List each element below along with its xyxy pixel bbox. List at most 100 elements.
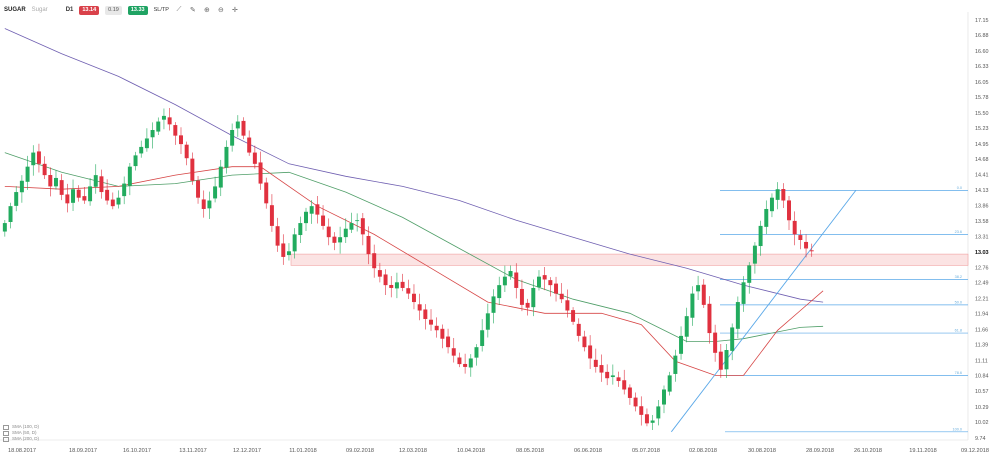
candle-body [536,276,541,288]
candle-body [468,358,473,368]
candle-body [707,303,712,334]
candle-body [144,138,149,149]
legend-row[interactable]: SMA (50, D) [3,430,39,436]
indicator-legend: SMA (100, D) SMA (50, D) SMA (200, D) [3,424,39,442]
candle-body [99,176,104,193]
candle-body [218,166,223,188]
candle-body [207,200,212,209]
price-tick-label: 14.95 [975,142,989,148]
candle-body [542,275,547,280]
zoom-out-icon[interactable]: ⊖ [217,7,224,14]
zoom-in-icon[interactable]: ⊕ [203,7,210,14]
candle-body [224,146,229,168]
candle-body [241,120,246,136]
candle-body [156,121,161,132]
candle-body [88,186,93,202]
price-tick-label: 16.05 [975,80,989,86]
candle-body [201,199,206,209]
price-tick-label: 10.57 [975,389,989,395]
symbol-note: Sugar [31,7,48,13]
candle-body [161,115,166,120]
candle-body [31,152,36,166]
candle-body [338,237,343,243]
time-tick-label: 16.10.2017 [123,448,151,454]
candle-body [457,357,462,365]
price-tick-label: 11.66 [975,327,988,333]
fib-level-label: 0.0 [957,186,962,190]
candle-body [610,375,615,378]
candle-body [110,199,115,207]
candle-body [741,282,746,304]
candle-body [184,144,189,159]
candle-body [14,192,19,206]
candle-body [247,137,252,153]
candle-body [474,347,479,358]
candle-body [622,380,627,390]
sell-price-button[interactable]: 13.14 [79,5,100,15]
candle-body [491,296,496,313]
candle-body [42,163,47,176]
candle-body [531,287,536,308]
candle-body [690,293,695,318]
candle-body [644,414,649,424]
draw-tool-icon[interactable]: ✎ [189,7,196,14]
price-tick-label: 12.76 [975,265,989,271]
candle-body [497,285,502,299]
candle-body [673,355,678,374]
symbol-label[interactable]: SUGAR [4,7,26,13]
candle-body [798,235,803,240]
candle-body [781,189,786,201]
current-price-label: 13.03 [975,250,989,256]
legend-row[interactable]: SMA (100, D) [3,424,39,430]
candle-body [258,162,263,184]
candle-body [792,220,797,235]
time-tick-label: 02.08.2018 [689,448,717,454]
price-tick-label: 9.74 [975,436,986,442]
candle-body [775,189,780,200]
candle-body [53,177,58,187]
candle-body [576,323,581,336]
candle-body [150,130,155,138]
candle-body [286,251,291,256]
candle-body [65,194,70,204]
candle-body [548,280,553,286]
line-tool-icon[interactable]: ⟋ [176,6,182,13]
support-zone [290,253,969,266]
candle-body [25,166,30,182]
candle-body [417,304,422,311]
candle-body [411,293,416,303]
candle-body [304,211,308,224]
candle-body [446,336,451,348]
price-tick-label: 14.41 [975,172,989,178]
candle-body [372,253,377,269]
candle-body [196,180,201,198]
time-tick-label: 12.03.2018 [399,448,427,454]
crosshair-icon[interactable]: ✛ [231,7,238,14]
candle-body [48,175,53,187]
time-tick-label: 06.06.2018 [574,448,602,454]
legend-row[interactable]: SMA (200, D) [3,436,39,442]
candle-body [679,335,684,354]
candle-body [730,327,735,351]
fib-level-label: 38.2 [955,275,962,279]
price-tick-label: 15.50 [975,111,989,117]
buy-price-button[interactable]: 13.33 [127,5,148,15]
candle-body [179,135,183,145]
sl-tp-button[interactable]: SL/TP [153,7,169,13]
price-tick-label: 12.21 [975,296,989,302]
timeframe-selector[interactable]: D1 [65,7,74,13]
candle-body [76,189,81,198]
price-tick-label: 16.33 [975,64,989,70]
candle-body [298,223,303,236]
candle-body [343,228,348,238]
candle-body [559,293,564,300]
candle-body [59,180,64,195]
time-tick-label: 09.02.2018 [346,448,374,454]
fib-level-label: 78.6 [955,371,962,375]
candle-body [173,125,178,136]
price-tick-label: 15.78 [975,95,989,101]
candle-body [724,350,729,370]
candle-body [93,175,98,187]
candle-body [764,208,769,227]
